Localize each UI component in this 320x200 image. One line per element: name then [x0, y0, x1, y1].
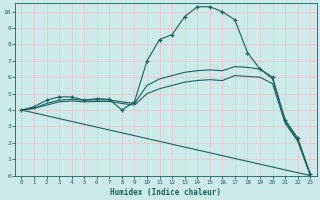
X-axis label: Humidex (Indice chaleur): Humidex (Indice chaleur)	[110, 188, 221, 197]
